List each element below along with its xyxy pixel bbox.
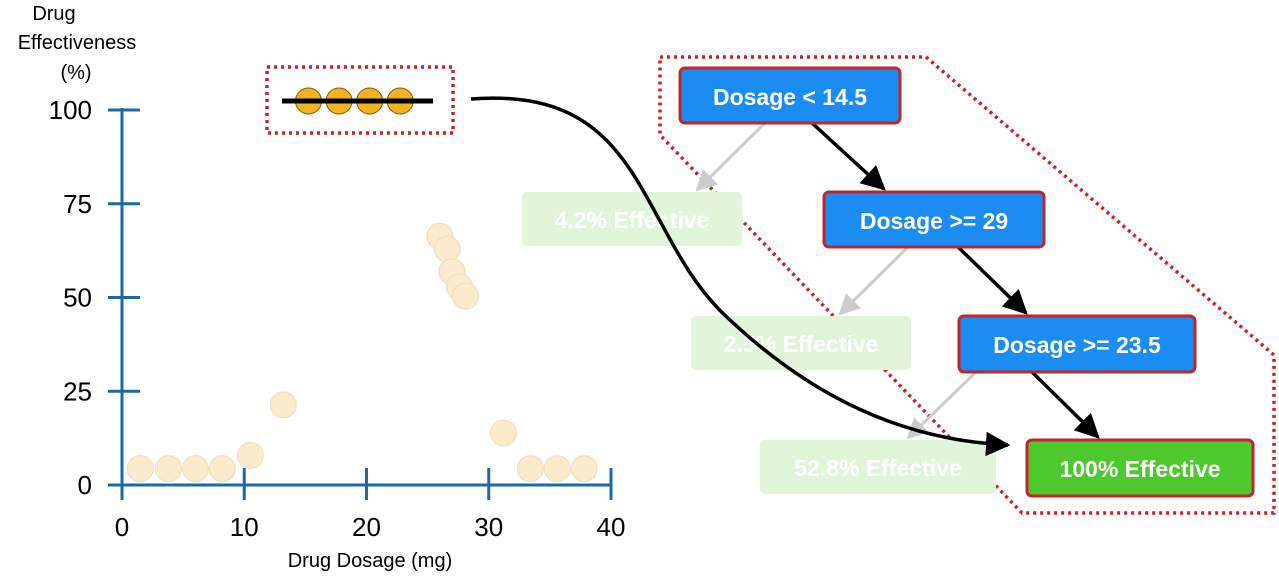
- data-point: [269, 391, 297, 419]
- svg-text:Dosage < 14.5: Dosage < 14.5: [713, 84, 867, 110]
- x-axis-label: Drug Dosage (mg): [288, 550, 453, 572]
- data-point: [236, 442, 264, 469]
- data-point: [126, 455, 154, 483]
- svg-text:4.2% Effective: 4.2% Effective: [555, 207, 710, 233]
- data-point: [516, 455, 544, 483]
- svg-text:52.8% Effective: 52.8% Effective: [794, 455, 961, 481]
- tree-branch-dotted-outline: [658, 55, 1276, 515]
- data-point: [543, 455, 571, 483]
- data-point: [452, 282, 480, 310]
- edge-root-to-leaf1: [695, 121, 767, 192]
- leaf-2-5-effective: 2.5% Effective: [691, 316, 911, 370]
- y-tick-label: 100: [49, 95, 92, 125]
- x-tick-label: 30: [474, 512, 503, 542]
- y-tick-label: 0: [78, 470, 92, 500]
- y-axis-label-line-3: (%): [60, 62, 91, 84]
- data-point: [181, 455, 209, 483]
- edge-n3-to-leaf3: [906, 370, 978, 440]
- leaf-100-effective: 100% Effective: [1025, 438, 1255, 498]
- leaf-52-8-effective: 52.8% Effective: [760, 440, 996, 494]
- scatter-chart: Drug Effectiveness (%) 0 25 50 75 100 0 10 20 3…: [18, 3, 626, 572]
- edge-n3-to-leaf4: [1030, 370, 1100, 439]
- y-axis-label-line-2: Effectiveness: [18, 32, 137, 54]
- svg-text:Dosage >= 29: Dosage >= 29: [860, 208, 1008, 234]
- cluster-to-leaf-arrow: [470, 96, 1011, 457]
- svg-text:Dosage >= 23.5: Dosage >= 23.5: [993, 332, 1161, 358]
- data-point: [489, 419, 517, 447]
- leaf-4-2-effective: 4.2% Effective: [522, 192, 742, 246]
- y-tick-label: 50: [63, 283, 92, 313]
- svg-text:100% Effective: 100% Effective: [1059, 456, 1220, 482]
- decision-node-dosage-lt-14-5: Dosage < 14.5: [678, 66, 902, 125]
- x-tick-label: 20: [352, 512, 381, 542]
- y-axis-label-line-1: Drug: [32, 3, 75, 25]
- highlight-dotted-box: [265, 65, 455, 135]
- data-point: [433, 235, 461, 263]
- data-point: [154, 455, 182, 483]
- y-tick-label: 75: [63, 189, 92, 219]
- data-point: [570, 455, 598, 483]
- edge-root-to-n2: [810, 121, 886, 191]
- decision-node-dosage-ge-29: Dosage >= 29: [822, 190, 1046, 249]
- x-tick-label: 10: [230, 512, 259, 542]
- edge-n2-to-n3: [956, 245, 1028, 315]
- x-tick-label: 0: [115, 512, 129, 542]
- edge-n2-to-leaf2: [838, 245, 910, 316]
- data-point: [208, 455, 236, 483]
- y-tick-label: 25: [63, 376, 92, 406]
- decision-node-dosage-ge-23-5: Dosage >= 23.5: [957, 314, 1197, 374]
- x-tick-label: 40: [597, 512, 626, 542]
